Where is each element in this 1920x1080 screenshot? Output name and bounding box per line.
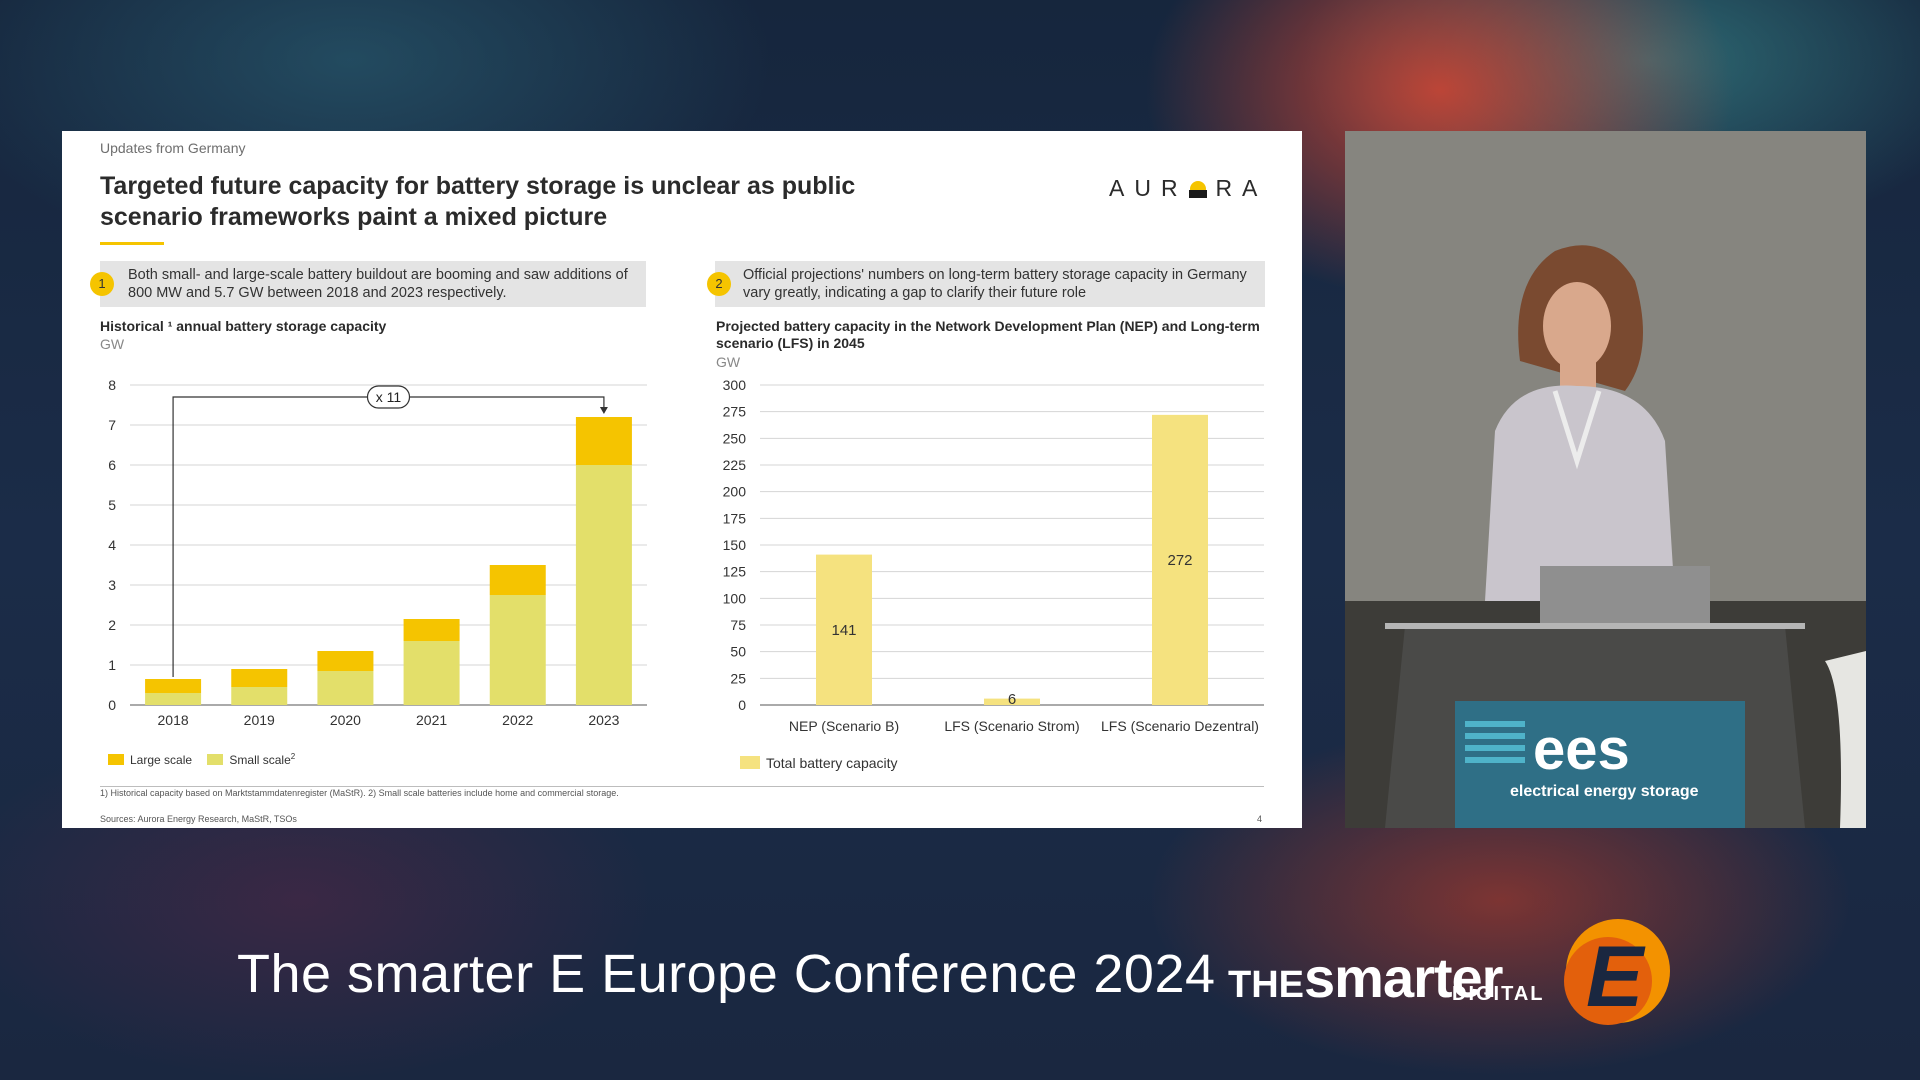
speaker-scene: ees electrical energy storage [1345,131,1866,828]
chart2-y-tick: 0 [738,697,746,713]
aurora-logo: AURORA [1109,175,1267,202]
brand-the: THE [1228,964,1304,1006]
chart2-y-tick: 125 [723,564,747,580]
chart1-x-tick: 2023 [588,712,619,728]
chart2-y-tick: 200 [723,484,747,500]
bar-large-scale [575,417,632,465]
podium-subtitle: electrical energy storage [1510,783,1699,800]
chart2-y-tick: 75 [730,617,746,633]
title-underline [100,242,164,245]
chart1-x-tick: 2021 [416,712,447,728]
chart1-x-tick: 2018 [158,712,189,728]
chart2-data-label: 6 [1008,691,1016,708]
chart1-title: Historical ¹ annual battery storage capa… [100,318,387,334]
page-number: 4 [1257,814,1263,824]
legend-label-small: Small scale [229,753,291,767]
chart2-y-tick: 250 [723,430,747,446]
bar-large-scale [403,619,460,641]
chart2-y-tick: 25 [730,670,746,686]
chart1-y-tick: 2 [108,617,116,633]
chart2-x-tick: LFS (Scenario Strom) [944,718,1079,734]
callout-2-number: 2 [707,272,731,296]
legend-swatch-total [740,756,760,769]
bar-large-scale [145,679,202,693]
chart2-y-tick: 300 [723,377,747,393]
callout-1-number: 1 [90,272,114,296]
historical-capacity-chart: 0 1 2 3 4 5 6 7 8 2018 2019 2020 2021 2022 2023 x 11 [108,377,647,728]
growth-badge [366,385,411,409]
callout-2-text: Official projections' numbers on long-te… [743,267,1247,301]
brand-smarter: smarter [1304,946,1503,1009]
bar-small-scale [145,693,202,705]
footnote-divider [100,786,1264,787]
chart2-data-label: 272 [1167,552,1192,569]
presentation-slide: Updates from Germany Targeted future cap… [62,131,1302,828]
projected-capacity-chart: 0 25 50 75 100 125 150 175 200 225 250 275 300 141 NEP… [723,377,1264,734]
chart2-unit: GW [716,354,741,370]
legend-swatch-large [108,754,124,765]
chart1-legend: Large scale Small scale2 [108,752,295,767]
brand-e-letter: E [1586,929,1646,1025]
chart2-y-tick: 100 [723,590,747,606]
bar-small-scale [575,465,632,705]
chart2-y-tick: 50 [730,644,746,660]
legend-label-total: Total battery capacity [766,755,898,771]
legend-label-small-superscript: 2 [290,752,296,761]
conference-title: The smarter E Europe Conference 2024 [237,944,1216,1004]
legend-swatch-small [207,754,224,765]
chart1-y-tick: 5 [108,497,116,513]
chart1-x-tick: 2020 [330,712,361,728]
callout-1-text: Both small- and large-scale battery buil… [128,267,628,301]
chart2-x-tick: LFS (Scenario Dezentral) [1101,718,1259,734]
speaker-video: ees electrical energy storage [1345,131,1866,828]
bar-total-capacity [816,554,872,705]
chart2-y-tick: 225 [723,457,747,473]
brand-digital: DIGITAL [1452,983,1545,1005]
bar-large-scale [231,669,288,687]
chart2-x-tick: NEP (Scenario B) [789,718,899,734]
bar-total-capacity [984,698,1040,705]
chart1-y-tick: 0 [108,697,116,713]
chart2-y-tick: 175 [723,510,747,526]
chart2-y-tick: 275 [723,404,747,420]
chart1-x-tick: 2019 [244,712,275,728]
chart2-legend: Total battery capacity [740,755,898,771]
growth-arrow-head [599,407,608,414]
bar-small-scale [403,641,460,705]
footnote: 1) Historical capacity based on Marktsta… [100,788,619,798]
chart2-y-tick: 150 [723,537,747,553]
brand-e-icon: E [1564,919,1670,1025]
chart1-y-tick: 7 [108,417,116,433]
chart2-title: Projected battery capacity in the Networ… [716,318,1260,351]
sources: Sources: Aurora Energy Research, MaStR, … [100,814,297,824]
chart1-y-tick: 6 [108,457,116,473]
chart1-x-tick: 2022 [502,712,533,728]
slide-title: Targeted future capacity for battery sto… [100,172,856,231]
callout-2: Official projections' numbers on long-te… [715,261,1265,307]
bar-small-scale [231,687,288,705]
bar-small-scale [317,671,374,705]
sun-icon [1188,179,1208,199]
chart1-y-tick: 8 [108,377,116,393]
chart1-unit: GW [100,336,125,352]
callout-1: Both small- and large-scale battery buil… [100,261,646,307]
bar-large-scale [317,651,374,671]
smarter-e-logo: THEsmarter DIGITAL E [1228,919,1670,1025]
chart1-y-tick: 1 [108,657,116,673]
slide-kicker: Updates from Germany [100,140,246,156]
growth-annotation: x 11 [172,385,608,677]
chart2-data-label: 141 [831,622,856,639]
chart1-y-tick: 3 [108,577,116,593]
podium-brand: ees [1533,717,1630,782]
growth-label: x 11 [376,389,402,405]
bar-large-scale [489,565,546,595]
bar-small-scale [489,595,546,705]
legend-label-large: Large scale [130,753,193,767]
bar-total-capacity [1152,414,1208,705]
chart1-y-tick: 4 [108,537,116,553]
